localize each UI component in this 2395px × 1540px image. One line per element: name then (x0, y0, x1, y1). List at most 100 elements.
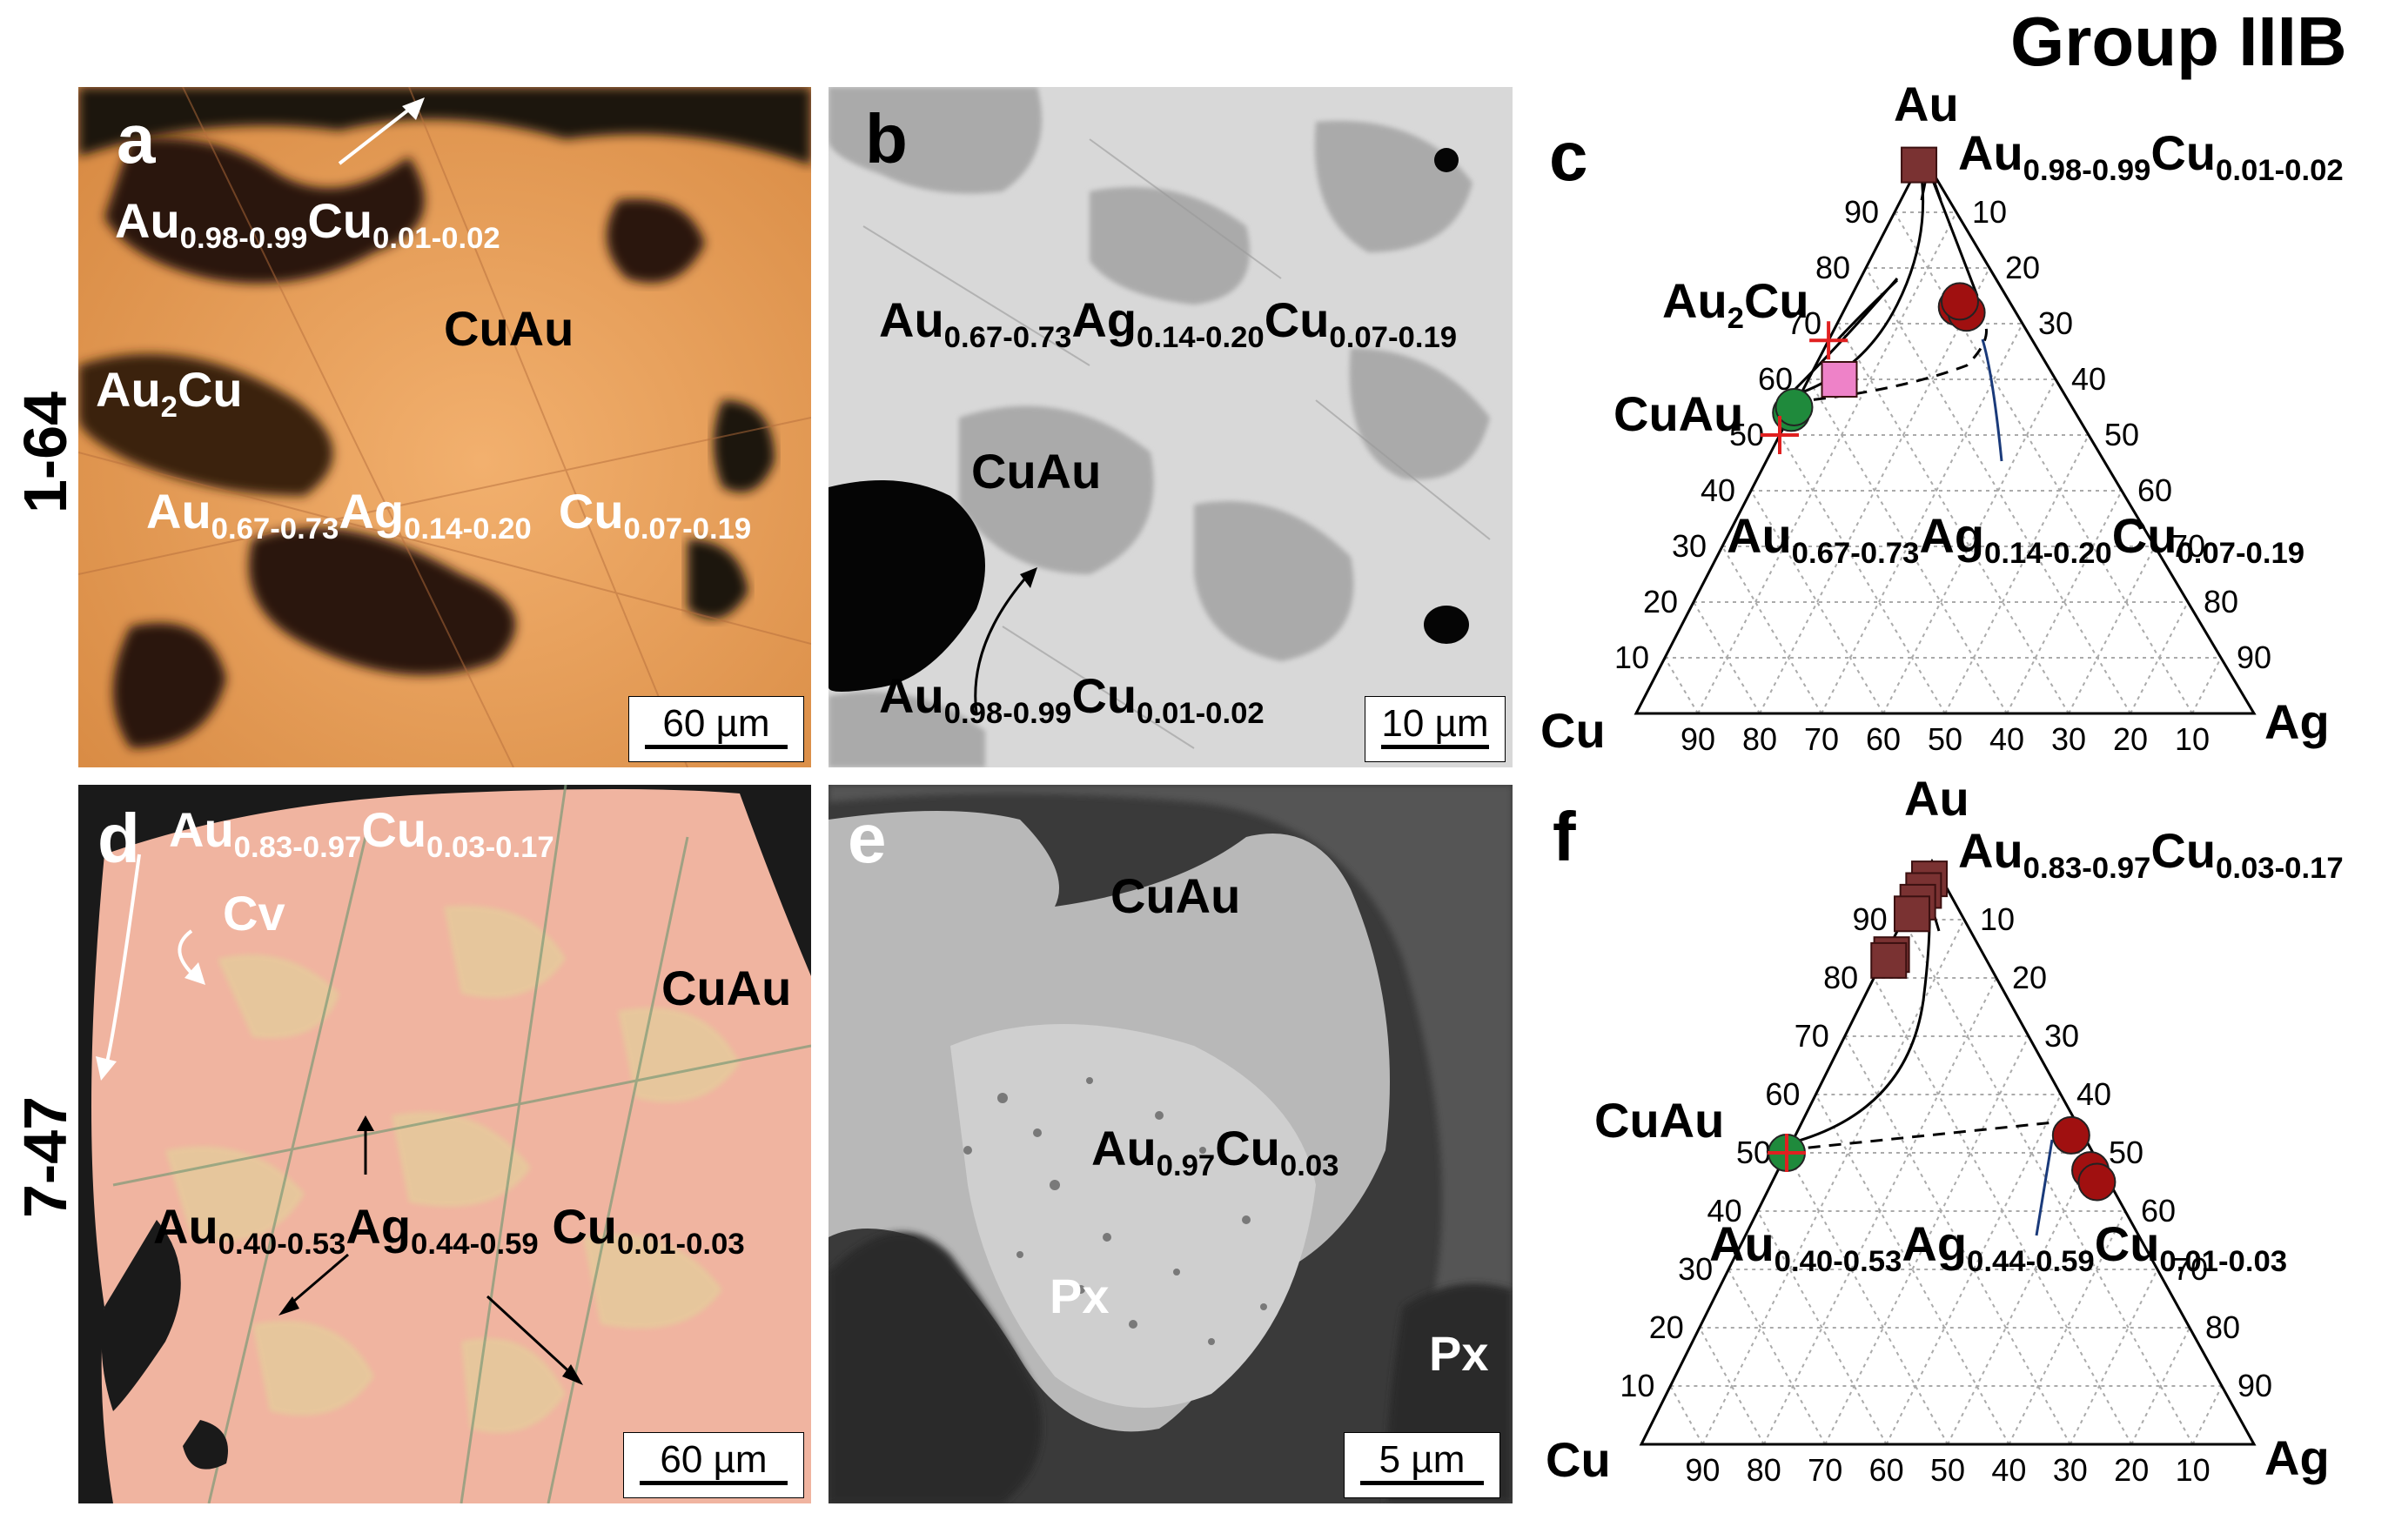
tick-right-10: 10 (1980, 901, 2015, 937)
panel-f-label-au-cu: Au0.83-0.97Cu0.03-0.17 (1958, 823, 2344, 886)
panel-a-label-au2cu: Au2Cu (96, 362, 243, 425)
panel-a-micrograph: a Au0.98-0.99Cu0.01-0.02 CuAu Au2Cu Au0.… (78, 87, 811, 767)
tick-right-70: 70 (2170, 528, 2205, 564)
grid-cu-30 (1836, 323, 2070, 714)
panel-c-vertex-ag: Ag (2264, 694, 2330, 749)
curve-4 (1836, 278, 1899, 341)
arrow-d5 (486, 1295, 576, 1378)
panel-c-letter: c (1549, 117, 1588, 195)
point-s0-0 (1901, 146, 1938, 184)
grid-cu-70 (1721, 546, 1822, 714)
tick-left-20: 20 (1643, 584, 1678, 619)
tick-right-40: 40 (2071, 361, 2106, 397)
triangle-outline (1639, 858, 2257, 1446)
panel-c-label-au-cu: Au0.98-0.99Cu0.01-0.02 (1958, 125, 2344, 188)
curve-6 (1981, 338, 2003, 462)
tick-bottom-60: 60 (1866, 721, 1901, 757)
point-s3-0 (1821, 361, 1858, 398)
tick-bottom-20: 20 (2113, 721, 2148, 757)
tick-left-90: 90 (1853, 901, 1888, 937)
grid-cu-50 (1786, 1152, 1949, 1445)
grid-cu-50 (1779, 434, 1946, 714)
tick-left-10: 10 (1620, 1368, 1654, 1403)
grid-ag-10 (1701, 919, 1965, 1445)
panel-e-letter: e (848, 800, 887, 877)
tick-bottom-30: 30 (2053, 1452, 2088, 1488)
tick-bottom-80: 80 (1742, 721, 1777, 757)
tick-left-70: 70 (1795, 1018, 1829, 1054)
grid-ag-50 (1947, 1152, 2094, 1445)
grid-ag-10 (1697, 211, 1957, 714)
grid-ag-90 (2191, 657, 2222, 714)
panel-a-label-cuau: CuAu (444, 301, 574, 356)
tick-bottom-40: 40 (1991, 1452, 2026, 1488)
curve-2 (1766, 1121, 2055, 1154)
point-s2-1 (1774, 388, 1814, 426)
panel-d-image (78, 785, 811, 1503)
tick-bottom-50: 50 (1928, 721, 1962, 757)
tick-bottom-90: 90 (1685, 1452, 1720, 1488)
point-s1-0 (2051, 1115, 2090, 1155)
tick-right-50: 50 (2104, 417, 2139, 452)
point-s3-0 (1768, 1134, 1806, 1172)
grid-ag-40 (1885, 1094, 2062, 1445)
point-s4-1 (1761, 416, 1799, 454)
grid-ag-30 (1821, 323, 2023, 714)
tick-right-90: 90 (2237, 639, 2271, 675)
tick-right-20: 20 (2005, 250, 2040, 285)
group-title: Group IIIB (2010, 3, 2347, 80)
panel-f-vertex-cu: Cu (1546, 1432, 1611, 1487)
panel-b-scalebar: 10 µm (1365, 696, 1506, 762)
panel-b-letter: b (865, 100, 908, 177)
tick-right-70: 70 (2173, 1251, 2208, 1287)
panel-d-label-auagcu: Au0.40-0.53Ag0.44-0.59 Cu0.01-0.03 (153, 1199, 745, 1262)
panel-d-letter: d (97, 800, 140, 877)
tick-left-80: 80 (1815, 250, 1850, 285)
panel-f-label-auagcu: Au0.40-0.53Ag0.44-0.59Cu0.01-0.03 (1709, 1216, 2288, 1279)
tick-bottom-70: 70 (1808, 1452, 1842, 1488)
grid-ag-70 (2069, 1269, 2158, 1445)
tick-right-40: 40 (2076, 1076, 2111, 1112)
tick-right-80: 80 (2204, 584, 2238, 619)
tick-bottom-20: 20 (2114, 1452, 2149, 1488)
panel-a-image (78, 87, 811, 767)
arrow-a1 (338, 101, 419, 165)
panel-d-label-cv: Cv (223, 886, 285, 941)
tick-right-90: 90 (2237, 1368, 2272, 1403)
panel-d-label-au-cu: Au0.83-0.97Cu0.03-0.17 (169, 802, 554, 865)
tick-right-10: 10 (1972, 194, 2007, 230)
tick-left-20: 20 (1649, 1309, 1684, 1345)
tick-bottom-50: 50 (1930, 1452, 1965, 1488)
panel-d-scalebar: 60 µm (623, 1432, 804, 1498)
grid-cu-90 (1664, 657, 1699, 714)
tick-right-20: 20 (2012, 960, 2047, 995)
tick-left-70: 70 (1787, 305, 1821, 341)
tick-left-10: 10 (1614, 639, 1649, 675)
panel-e-label-px1: Px (1050, 1269, 1110, 1323)
tick-bottom-10: 10 (2176, 1452, 2211, 1488)
panel-f-label-cuau: CuAu (1594, 1093, 1725, 1148)
grid-ag-80 (2130, 601, 2189, 714)
panel-a-letter: a (117, 100, 156, 177)
tick-left-60: 60 (1765, 1076, 1800, 1112)
panel-e-label-cuau: CuAu (1110, 868, 1241, 923)
tick-right-60: 60 (2141, 1193, 2176, 1229)
tick-right-30: 30 (2038, 305, 2073, 341)
tick-right-60: 60 (2137, 472, 2172, 508)
grid-cu-90 (1669, 1385, 1704, 1445)
tick-left-30: 30 (1678, 1251, 1713, 1287)
panel-e-label-au-cu: Au0.97Cu0.03 (1091, 1121, 1339, 1183)
panel-f-vertex-ag: Ag (2264, 1430, 2330, 1485)
panel-e-image (829, 785, 1513, 1503)
tick-bottom-90: 90 (1681, 721, 1715, 757)
grid-cu-80 (1693, 601, 1761, 714)
tick-right-80: 80 (2205, 1309, 2240, 1345)
point-s4-0 (1809, 321, 1848, 360)
row-label-bottom: 7-47 (11, 1095, 79, 1218)
tick-right-50: 50 (2109, 1135, 2143, 1170)
grid-cu-10 (1902, 919, 2194, 1445)
tick-bottom-10: 10 (2175, 721, 2210, 757)
panel-a-label-auagcu: Au0.67-0.73Ag0.14-0.20 Cu0.07-0.19 (146, 484, 752, 546)
panel-a-label-au-cu: Au0.98-0.99Cu0.01-0.02 (115, 193, 500, 256)
tick-left-80: 80 (1823, 960, 1858, 995)
